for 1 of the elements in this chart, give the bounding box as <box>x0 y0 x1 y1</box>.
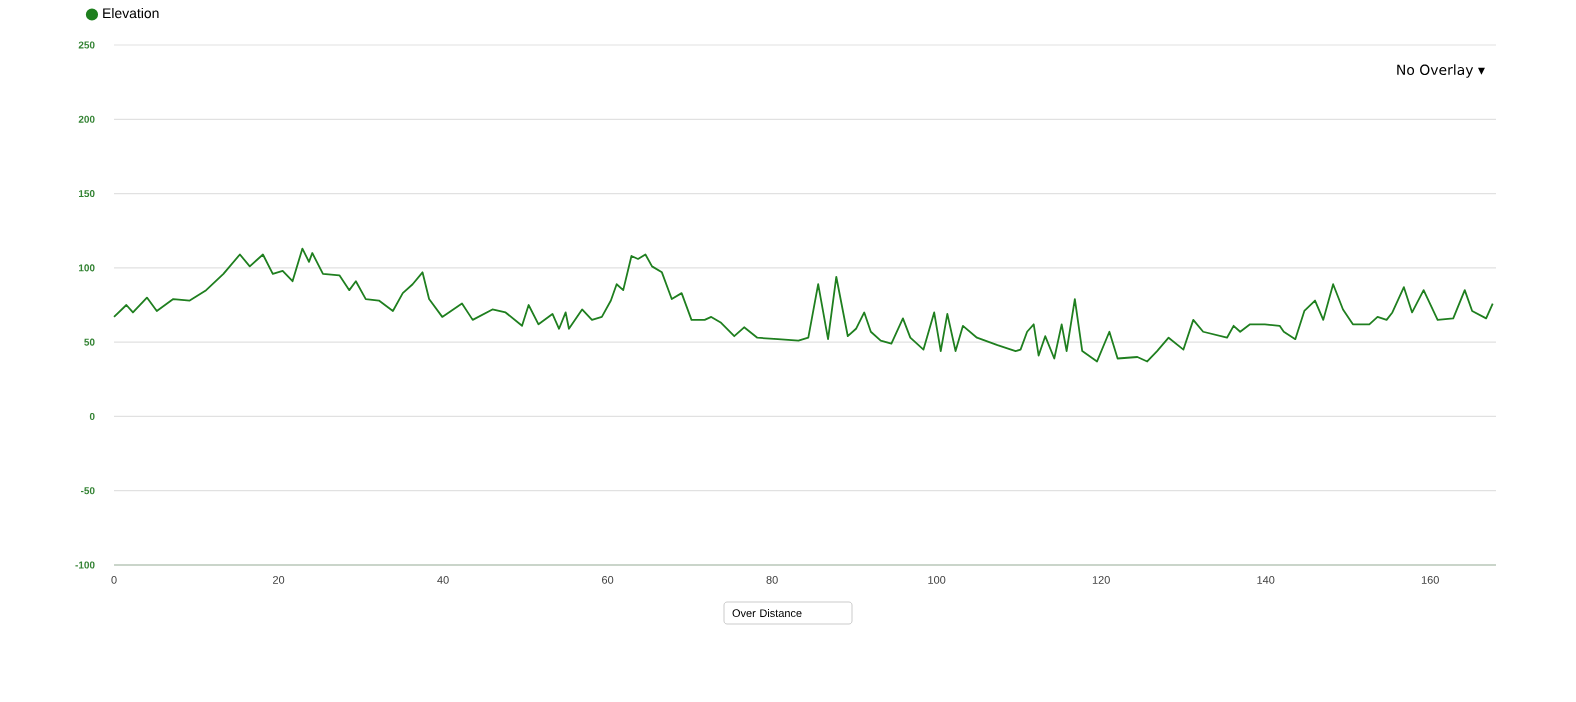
line-series <box>113 248 1494 363</box>
